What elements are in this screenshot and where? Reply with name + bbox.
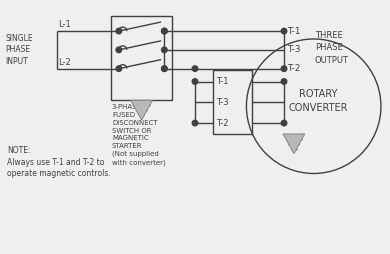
Circle shape <box>192 66 198 71</box>
Circle shape <box>161 47 167 53</box>
Text: T-3: T-3 <box>216 98 229 107</box>
Text: T-2: T-2 <box>216 119 228 128</box>
Circle shape <box>161 28 167 34</box>
Circle shape <box>116 66 122 71</box>
Polygon shape <box>131 100 152 120</box>
Text: NOTE:
Always use T-1 and T-2 to
operate magnetic controls.: NOTE: Always use T-1 and T-2 to operate … <box>7 146 111 178</box>
Circle shape <box>116 47 122 53</box>
Circle shape <box>281 120 287 126</box>
Polygon shape <box>283 134 305 154</box>
Circle shape <box>161 66 167 71</box>
Bar <box>111 16 172 100</box>
Circle shape <box>161 28 167 34</box>
Text: SINGLE
PHASE
INPUT: SINGLE PHASE INPUT <box>5 34 33 66</box>
Text: THREE
PHASE
OUTPUT: THREE PHASE OUTPUT <box>315 31 349 65</box>
Circle shape <box>116 28 122 34</box>
Circle shape <box>281 79 287 84</box>
Text: T-3: T-3 <box>287 45 300 54</box>
Text: ROTARY
CONVERTER: ROTARY CONVERTER <box>289 89 348 113</box>
Circle shape <box>192 120 198 126</box>
Text: T-2: T-2 <box>287 64 300 73</box>
Text: T-1: T-1 <box>216 77 228 86</box>
Bar <box>213 70 252 134</box>
Circle shape <box>192 79 198 84</box>
Circle shape <box>281 28 287 34</box>
Text: 3-PHASE
FUSED
DISCONNECT
SWITCH OR
MAGNETIC
STARTER
(Not supplied
with converter: 3-PHASE FUSED DISCONNECT SWITCH OR MAGNE… <box>112 104 166 166</box>
Text: L-1: L-1 <box>58 20 71 29</box>
Circle shape <box>161 66 167 71</box>
Circle shape <box>281 66 287 71</box>
Text: T-1: T-1 <box>287 27 300 36</box>
Text: L-2: L-2 <box>58 58 71 67</box>
